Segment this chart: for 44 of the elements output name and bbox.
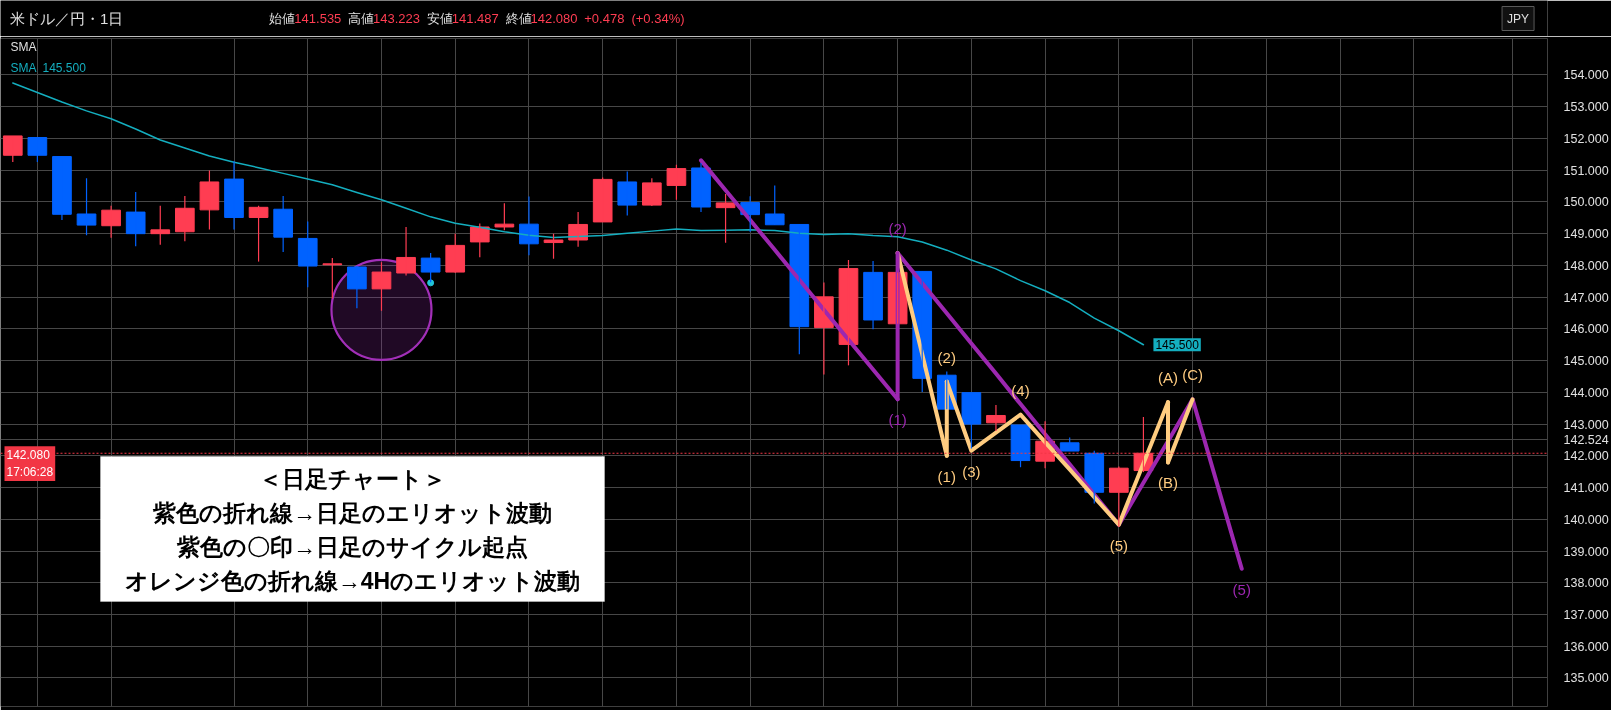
data-label: 145.500	[1155, 338, 1200, 353]
annotation: オレンジ色の折れ線→4Hのエリオット波動	[124, 567, 581, 594]
y-tick-label: 154.000	[1563, 68, 1609, 83]
y-tick-label: 136.000	[1563, 639, 1609, 654]
annotation: (5)	[1109, 536, 1129, 554]
y-tick-label: 148.000	[1563, 258, 1609, 273]
text: SMA	[10, 39, 37, 54]
ref-line-label: 142.080 17:06:28	[6, 448, 54, 480]
annotation: 紫色の折れ線→日足のエリオット波動	[152, 499, 552, 526]
y-tick-label: 141.000	[1563, 481, 1609, 496]
chart-title: 米ドル／円・1日	[10, 10, 124, 27]
y-tick-label: 151.000	[1563, 163, 1609, 178]
y-tick-label: 152.000	[1563, 131, 1609, 146]
y-tick-label: 139.000	[1563, 544, 1609, 559]
annotation: (5)	[1232, 580, 1251, 598]
annotation: ＜日足チャート＞	[259, 465, 446, 492]
annotation: (3)	[962, 462, 981, 480]
y-tick-label: 142.000	[1563, 449, 1609, 464]
y-axis-title: JPY	[1507, 11, 1530, 26]
annotation: (1)	[888, 411, 907, 429]
annotation: (2)	[888, 220, 907, 238]
annotation: (4)	[1011, 381, 1030, 399]
y-tick-label: 138.000	[1563, 576, 1609, 591]
text: 始値141.535 高値143.223 安値141.487 終値142.080 +0.478 (+0.34%)	[269, 11, 685, 26]
annotation: (B)	[1158, 474, 1178, 492]
y-tick-label: 140.000	[1563, 512, 1609, 527]
y-tick-label: 145.000	[1563, 354, 1609, 369]
y-tick-label: 149.000	[1563, 227, 1609, 242]
y-tick-label: 144.000	[1563, 385, 1609, 400]
annotation: (1)	[937, 467, 956, 485]
annotation: (A)	[1158, 369, 1178, 387]
y-tick-label: 135.000	[1563, 671, 1609, 686]
y-tick-label: 143.000	[1563, 417, 1609, 432]
annotation: (2)	[937, 348, 956, 366]
annotation: 紫色の〇印→日足のサイクル起点	[176, 533, 528, 560]
annotation: (C)	[1182, 366, 1203, 384]
y-tick-label: 146.000	[1563, 322, 1609, 337]
series-label: SMA	[10, 60, 37, 75]
y-tick-label: 150.000	[1563, 195, 1609, 210]
y-tick-label: 142.524	[1563, 432, 1609, 447]
y-tick-label: 137.000	[1563, 607, 1609, 622]
y-tick-label: 153.000	[1563, 100, 1609, 115]
text: 145.500	[42, 61, 86, 75]
y-tick-label: 147.000	[1563, 290, 1609, 305]
